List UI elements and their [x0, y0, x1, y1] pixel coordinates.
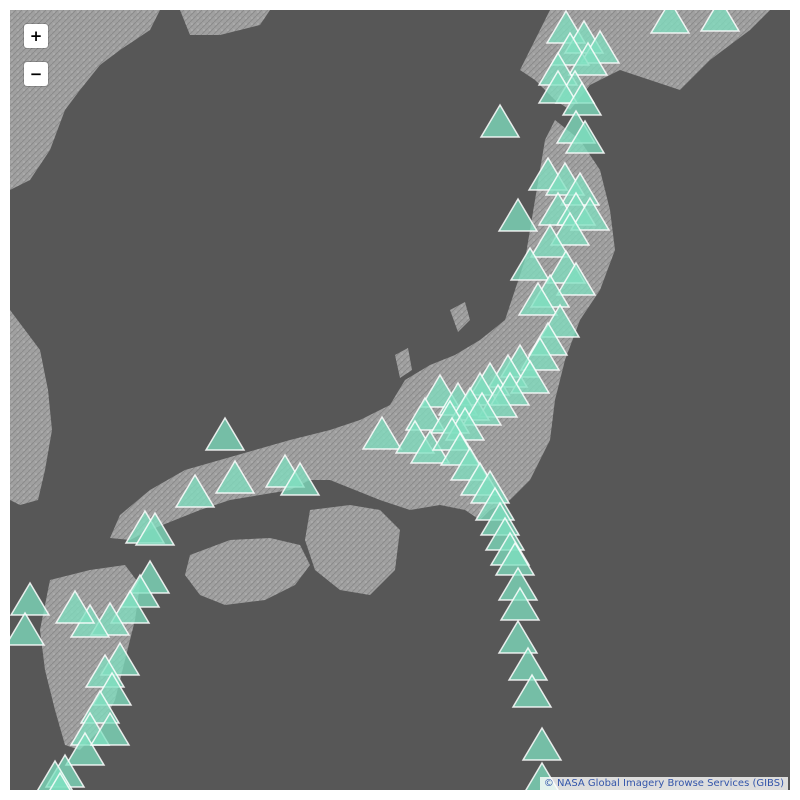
volcano-triangle-icon[interactable] — [497, 619, 539, 654]
volcano-triangle-icon[interactable] — [214, 459, 256, 494]
zoom-out-button[interactable]: − — [24, 62, 48, 86]
land-shikoku — [185, 538, 310, 605]
volcano-triangle-icon[interactable] — [699, 10, 741, 32]
volcano-triangle-icon[interactable] — [517, 281, 559, 316]
volcano-triangle-icon[interactable] — [549, 211, 591, 246]
volcano-triangle-icon[interactable] — [509, 359, 551, 394]
basemap — [10, 10, 770, 790]
volcano-triangle-icon[interactable] — [174, 473, 216, 508]
zoom-in-button[interactable]: + — [24, 24, 48, 48]
volcano-triangle-icon[interactable] — [54, 589, 96, 624]
volcano-markers — [10, 10, 741, 790]
volcano-triangle-icon[interactable] — [204, 416, 246, 451]
volcano-triangle-icon[interactable] — [10, 581, 51, 616]
land-noto — [395, 348, 412, 378]
volcano-triangle-icon[interactable] — [479, 103, 521, 138]
volcano-triangle-icon[interactable] — [461, 391, 503, 426]
volcano-triangle-icon[interactable] — [564, 119, 606, 154]
volcano-triangle-icon[interactable] — [109, 589, 151, 624]
volcano-triangle-icon[interactable] — [10, 611, 46, 646]
volcano-triangle-icon[interactable] — [509, 246, 551, 281]
volcano-triangle-icon[interactable] — [511, 673, 553, 708]
volcano-triangle-icon[interactable] — [649, 10, 691, 34]
volcano-triangle-icon[interactable] — [134, 511, 176, 546]
volcano-triangle-icon[interactable] — [569, 196, 611, 231]
land-mainland-top — [180, 10, 270, 35]
land-mainland-north — [10, 10, 160, 190]
map-attribution: © NASA Global Imagery Browse Services (G… — [539, 777, 788, 790]
volcano-triangle-icon[interactable] — [561, 81, 603, 116]
attribution-prefix: © — [543, 778, 558, 789]
volcano-triangle-icon[interactable] — [529, 223, 571, 258]
land-honshu — [110, 120, 615, 540]
volcano-triangle-icon[interactable] — [555, 261, 597, 296]
volcano-triangle-icon[interactable] — [64, 731, 106, 766]
land-sado — [450, 302, 470, 332]
map-viewport[interactable]: + − © NASA Global Imagery Browse Service… — [10, 10, 790, 790]
volcano-triangle-icon[interactable] — [537, 69, 579, 104]
land-kii — [305, 505, 400, 595]
volcano-triangle-icon[interactable] — [499, 586, 541, 621]
land-korea — [10, 310, 52, 505]
volcano-triangle-icon[interactable] — [521, 726, 563, 761]
attribution-link[interactable]: NASA Global Imagery Browse Services (GIB… — [557, 778, 784, 789]
volcano-triangle-icon[interactable] — [89, 711, 131, 746]
volcano-triangle-icon[interactable] — [497, 197, 539, 232]
volcano-triangle-icon[interactable] — [361, 415, 403, 450]
volcano-triangle-icon[interactable] — [507, 646, 549, 681]
volcano-triangle-icon[interactable] — [567, 41, 609, 76]
volcano-triangle-icon[interactable] — [41, 771, 79, 790]
volcano-triangle-icon[interactable] — [279, 461, 321, 496]
